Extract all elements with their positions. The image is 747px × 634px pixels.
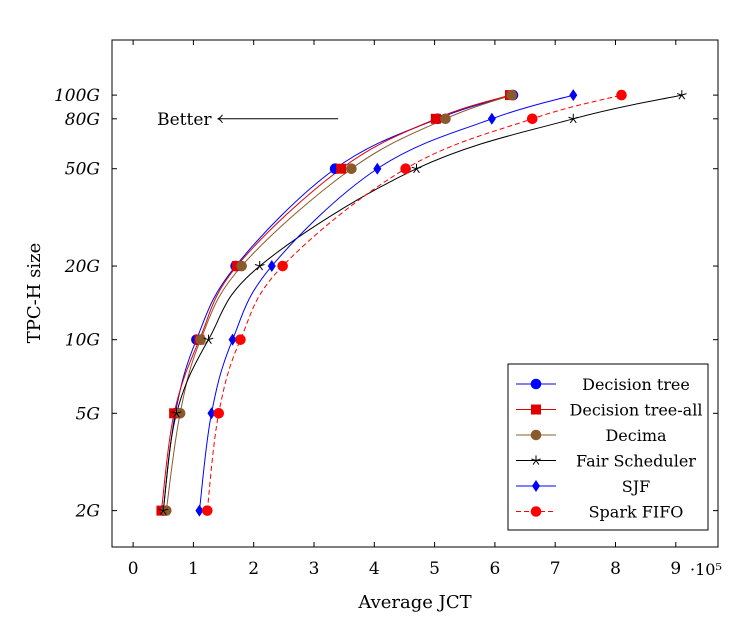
series-markers bbox=[156, 89, 687, 517]
better-annotation: Better bbox=[157, 110, 339, 130]
better-label: Better bbox=[157, 110, 212, 130]
fair-scheduler-point bbox=[203, 334, 214, 345]
y-axis-label: TPC-H size bbox=[24, 243, 45, 344]
x-tick-label: 2 bbox=[248, 559, 259, 579]
sjf-point bbox=[373, 162, 382, 175]
legend: Decision tree Decision tree-all Decima Fair… bbox=[507, 363, 709, 531]
sjf-point bbox=[195, 504, 204, 517]
x-tick-label: 0 bbox=[128, 559, 139, 579]
legend-label-spark-fifo: Spark FIFO bbox=[589, 503, 684, 522]
x-tick-label: 9 bbox=[670, 559, 681, 579]
x-tick-label: 8 bbox=[610, 559, 621, 579]
fair-scheduler-point bbox=[411, 163, 422, 174]
x-tick-label: 4 bbox=[369, 559, 380, 579]
fair-scheduler-point bbox=[254, 261, 265, 271]
x-tick-label: 5 bbox=[429, 559, 440, 579]
x-axis-label: Average JCT bbox=[357, 592, 471, 613]
y-tick-label: 5G bbox=[76, 404, 100, 424]
fair-scheduler-point bbox=[171, 408, 182, 418]
legend-label-fair-scheduler: Fair Scheduler bbox=[576, 452, 696, 471]
legend-marker-decision-tree bbox=[530, 378, 542, 390]
sjf-point bbox=[267, 260, 276, 273]
fair-scheduler-point bbox=[568, 113, 579, 124]
spark-fifo-point bbox=[526, 113, 538, 125]
sjf-point bbox=[228, 333, 237, 346]
legend-marker-decision-tree-all bbox=[531, 404, 541, 415]
legend-marker-sjf bbox=[532, 480, 540, 492]
plot-frame bbox=[111, 39, 719, 548]
x-tick-label: 7 bbox=[550, 559, 561, 579]
sjf-point bbox=[569, 89, 578, 102]
legend-label-sjf: SJF bbox=[622, 477, 650, 496]
legend-marker-decima bbox=[530, 429, 542, 441]
spark-fifo-point bbox=[616, 89, 627, 101]
spark-fifo-point bbox=[277, 260, 288, 272]
sjf-point bbox=[207, 407, 216, 420]
spark-fifo-point bbox=[400, 163, 411, 175]
x-tick-label: 6 bbox=[489, 559, 500, 579]
legend-marker-fair-scheduler bbox=[531, 455, 541, 465]
spark-fifo-point bbox=[235, 334, 246, 345]
y-tick-label: 100G bbox=[54, 86, 100, 106]
fair-scheduler-point bbox=[158, 505, 169, 515]
decima-line bbox=[165, 94, 512, 511]
decision-tree-all-point bbox=[336, 163, 347, 174]
spark-fifo-point bbox=[213, 407, 225, 419]
x-tick-label: 1 bbox=[188, 559, 199, 579]
y-tick-label: 20G bbox=[64, 257, 100, 277]
axis-ticks: 0 1 2 3 4 5 6 7 8 9 2G 5G 10G 20G 50G 80G 100G bbox=[54, 40, 718, 579]
decima-point bbox=[236, 260, 247, 272]
decima-point bbox=[346, 163, 357, 175]
fair-scheduler-point bbox=[676, 90, 687, 100]
y-tick-label: 50G bbox=[65, 160, 100, 180]
decision-tree-all-point bbox=[430, 113, 441, 124]
decima-point bbox=[440, 113, 451, 125]
y-tick-label: 10G bbox=[65, 331, 100, 351]
decima-point bbox=[160, 505, 172, 516]
x-tick-label: 3 bbox=[309, 559, 320, 579]
spark-fifo-point bbox=[201, 505, 213, 516]
legend-label-decision-tree-all: Decision tree-all bbox=[570, 401, 703, 420]
decision-tree-all-line bbox=[160, 94, 511, 511]
sjf-point bbox=[487, 112, 496, 125]
decision-tree-all-point bbox=[169, 408, 180, 419]
legend-label-decima: Decima bbox=[605, 426, 667, 445]
x-axis-exponent: ·10⁵ bbox=[690, 560, 722, 579]
decima-point bbox=[195, 334, 206, 345]
legend-marker-spark-fifo bbox=[530, 506, 542, 517]
y-tick-label: 80G bbox=[65, 110, 100, 130]
y-tick-label: 2G bbox=[75, 502, 100, 522]
legend-box bbox=[507, 363, 709, 531]
decima-point bbox=[506, 89, 518, 101]
legend-label-decision-tree: Decision tree bbox=[582, 375, 690, 394]
